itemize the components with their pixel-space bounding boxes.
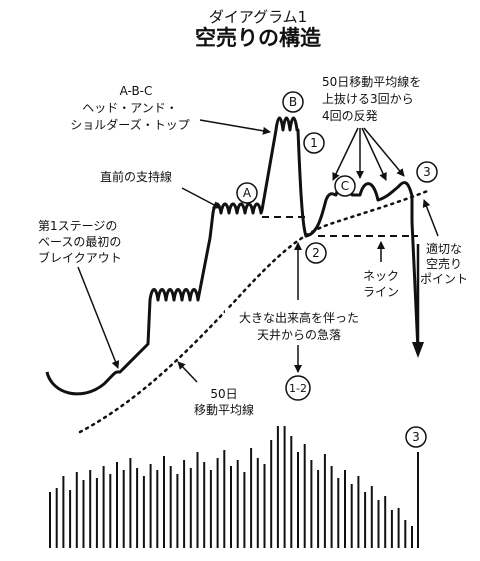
marker-1-2: 1-2	[285, 375, 311, 401]
marker-1-label: 1	[310, 136, 318, 150]
marker-a-label: A	[243, 186, 252, 200]
arrow-rebound-3	[361, 127, 387, 181]
marker-c-label: C	[341, 179, 349, 193]
volume-bars	[49, 426, 419, 548]
big-drop-line-1: 大きな出来高を伴った	[239, 310, 359, 325]
short-point-line-1: 適切な	[426, 241, 462, 256]
big-drop-line-2: 天井からの急落	[257, 327, 341, 342]
annotation-arrows	[77, 119, 439, 383]
marker-3: 3	[416, 161, 438, 183]
first-stage-line-2: ベースの最初の	[38, 235, 121, 249]
marker-3-volume: 3	[405, 426, 427, 448]
diagram-subtitle: ダイアグラム1	[209, 8, 307, 26]
ma-cross-line-1: 50日移動平均線を	[322, 74, 421, 89]
price-line	[45, 116, 420, 396]
neckline-label: ネック ライン	[363, 269, 399, 299]
marker-3-label: 3	[423, 165, 431, 179]
arrow-abc	[199, 119, 271, 135]
ma-cross-line-2: 上抜ける3回から	[322, 92, 414, 106]
ma50-line-2: 移動平均線	[194, 402, 254, 417]
marker-c: C	[334, 175, 356, 197]
arrow-first-stage	[77, 266, 120, 369]
ma50-dotted-line	[78, 188, 432, 434]
marker-1-2-label: 1-2	[289, 382, 307, 395]
ma50-label: 50日 移動平均線	[194, 387, 254, 417]
prior-support-label: 直前の支持線	[100, 169, 172, 184]
marker-2: 2	[305, 242, 327, 264]
arrow-short-point	[422, 199, 439, 237]
ma-cross-label: 50日移動平均線を 上抜ける3回から 4回の反発	[322, 74, 421, 123]
marker-2-label: 2	[312, 246, 320, 260]
marker-b-label: B	[289, 95, 297, 109]
arrow-rebound-1	[332, 127, 359, 181]
short-point-line-3: ポイント	[420, 272, 468, 286]
ma-cross-line-3: 4回の反発	[322, 109, 378, 123]
short-point-label: 適切な 空売り ポイント	[420, 241, 468, 286]
ma50-line-1: 50日	[210, 387, 237, 401]
neckline-line-2: ライン	[363, 285, 399, 299]
abc-pattern-label: A-B-C ヘッド・アンド・ ショルダーズ・トップ	[70, 84, 189, 132]
arrow-support	[181, 187, 221, 209]
arrow-ma50	[177, 361, 198, 383]
first-stage-line-1: 第1ステージの	[38, 219, 117, 233]
marker-3-volume-label: 3	[412, 430, 420, 444]
abc-label-line-3: ショルダーズ・トップ	[70, 117, 189, 132]
diagram-title: 空売りの構造	[195, 26, 322, 50]
marker-a: A	[236, 182, 258, 204]
short-point-line-2: 空売り	[426, 256, 462, 271]
marker-b: B	[282, 91, 304, 113]
abc-label-line-2: ヘッド・アンド・	[82, 101, 178, 115]
arrow-rebound-4	[363, 127, 405, 177]
neckline-line-1: ネック	[363, 269, 399, 283]
circled-markers: A B C 1 2 3 1-2 3	[236, 91, 438, 448]
marker-1: 1	[303, 132, 325, 154]
abc-label-line-1: A-B-C	[120, 84, 153, 98]
breakdown-arrow-head	[412, 342, 424, 358]
big-drop-label: 大きな出来高を伴った 天井からの急落	[225, 309, 375, 345]
first-stage-line-3: ブレイクアウト	[38, 250, 122, 265]
first-stage-label: 第1ステージの ベースの最初の ブレイクアウト	[38, 219, 122, 265]
